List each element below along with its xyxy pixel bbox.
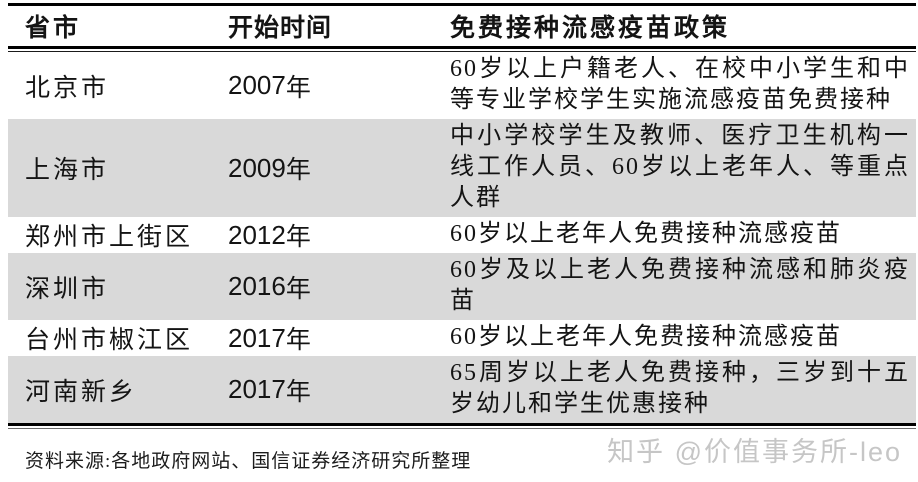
cell-city: 北京市: [25, 74, 110, 102]
table-row: 河南新乡 2017 年 65周岁以上老人免费接种，三岁到十五岁幼儿和学生优惠接种: [8, 356, 916, 423]
year-suffix: 年: [285, 224, 312, 251]
table-row: 上海市 2009 年 中小学校学生及教师、医疗卫生机构一线工作人员、60岁以上老年…: [8, 119, 916, 217]
cell-start-year: 2017 年: [228, 356, 450, 423]
table-bottom-rule-thin: [8, 428, 916, 429]
cell-policy: 60岁以上老年人免费接种流感疫苗: [450, 221, 842, 247]
cell-city: 河南新乡: [25, 378, 138, 406]
cell-start-year: 2007 年: [228, 52, 450, 119]
year-suffix: 年: [285, 378, 312, 406]
cell-policy: 60岁及以上老人免费接种流感和肺炎疫苗: [450, 257, 910, 314]
year-number: 2007: [228, 70, 286, 100]
watermark-text: 知乎 @价值事务所-leo: [607, 437, 902, 467]
column-header-city: 省市: [25, 15, 82, 42]
cell-policy: 60岁以上户籍老人、在校中小学生和中等专业学校学生实施流感疫苗免费接种: [450, 56, 910, 113]
cell-start-year: 2012 年: [228, 217, 450, 253]
cell-policy: 65周岁以上老人免费接种，三岁到十五岁幼儿和学生优惠接种: [450, 360, 910, 417]
cell-start-year: 2009 年: [228, 119, 450, 217]
table-bottom-rule-thick: [8, 423, 916, 426]
header-divider-thin: [8, 51, 916, 52]
year-suffix: 年: [285, 74, 312, 102]
table-row: 台州市椒江区 2017 年 60岁以上老年人免费接种流感疫苗: [8, 320, 916, 356]
year-number: 2012: [228, 219, 286, 250]
cell-city: 郑州市上街区: [25, 224, 194, 251]
year-number: 2016: [228, 271, 286, 301]
year-suffix: 年: [285, 157, 312, 184]
cell-policy: 中小学校学生及教师、医疗卫生机构一线工作人员、60岁以上老年人、等重点人群: [450, 123, 910, 211]
cell-city: 深圳市: [25, 275, 110, 303]
column-header-start-year: 开始时间: [228, 15, 333, 42]
cell-city: 台州市椒江区: [25, 327, 194, 354]
cell-city: 上海市: [25, 157, 110, 184]
table-row: 郑州市上街区 2012 年 60岁以上老年人免费接种流感疫苗: [8, 217, 916, 253]
year-number: 2017: [228, 374, 286, 404]
cell-policy: 60岁以上老年人免费接种流感疫苗: [450, 324, 842, 350]
year-suffix: 年: [285, 327, 312, 354]
year-number: 2017: [228, 322, 286, 353]
year-suffix: 年: [285, 275, 312, 303]
table-body: 北京市 2007 年 60岁以上户籍老人、在校中小学生和中等专业学校学生实施流感疫…: [8, 52, 916, 423]
table-row: 深圳市 2016 年 60岁及以上老人免费接种流感和肺炎疫苗: [8, 253, 916, 320]
year-number: 2009: [228, 152, 286, 183]
cell-start-year: 2016 年: [228, 253, 450, 320]
source-note: 资料来源:各地政府网站、国信证券经济研究所整理: [25, 451, 472, 472]
cell-start-year: 2017 年: [228, 320, 450, 356]
table-header-row: 省市 开始时间 免费接种流感疫苗政策: [8, 6, 916, 46]
column-header-policy: 免费接种流感疫苗政策: [450, 15, 731, 42]
header-divider-thick: [8, 46, 916, 49]
vaccine-policy-table: 省市 开始时间 免费接种流感疫苗政策 北京市 2007 年 60岁以上户籍老人、在…: [8, 3, 916, 429]
table-row: 北京市 2007 年 60岁以上户籍老人、在校中小学生和中等专业学校学生实施流感疫…: [8, 52, 916, 119]
